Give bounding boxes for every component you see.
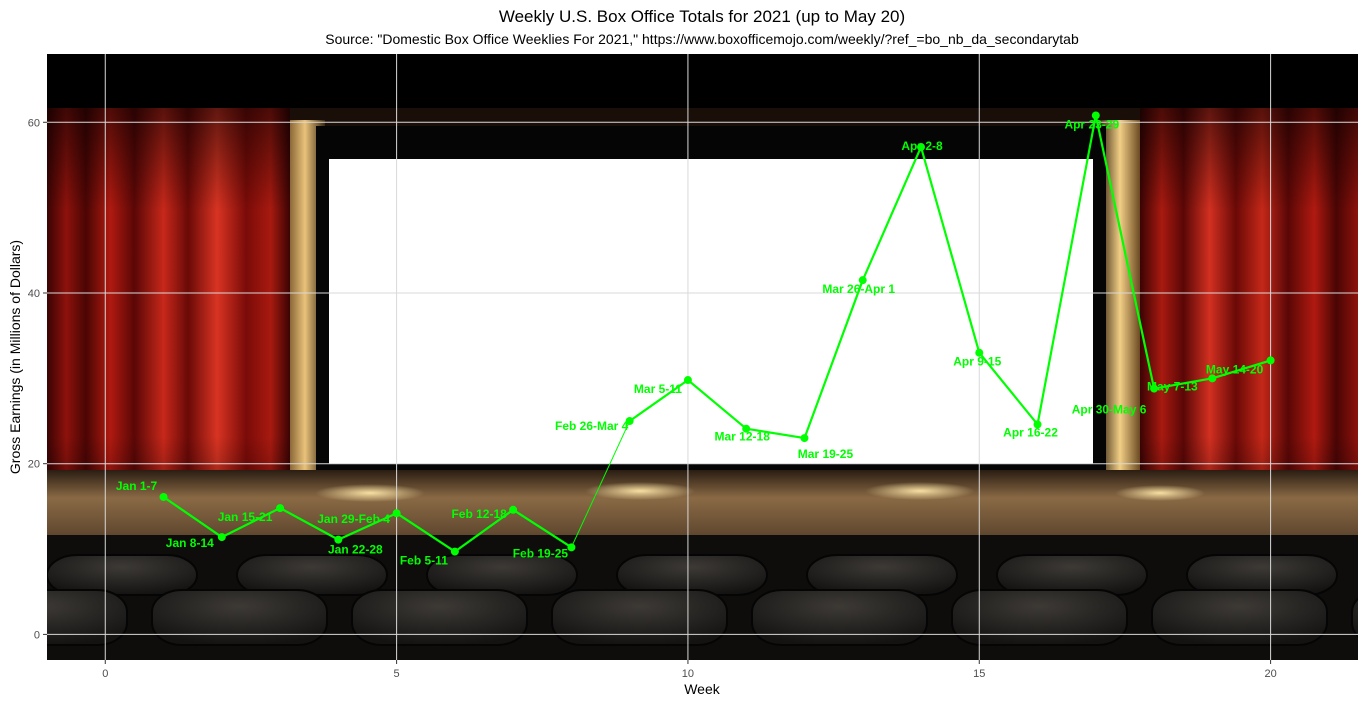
series-segment [687, 379, 747, 430]
data-point [1091, 111, 1100, 120]
series-segment [746, 427, 805, 440]
data-point [800, 434, 809, 443]
x-axis-title: Week [684, 681, 721, 697]
chart-subtitle: Source: "Domestic Box Office Weeklies Fo… [325, 31, 1079, 47]
data-point [450, 547, 459, 556]
data-point [1208, 374, 1217, 383]
series-segment [861, 146, 923, 281]
data-point [567, 543, 576, 552]
series-segment [279, 507, 339, 541]
data-point [683, 376, 692, 385]
series-segment [395, 512, 456, 553]
series-segment [1153, 377, 1213, 390]
axes: 0 5 10 15 20 0 20 40 60 [28, 117, 1277, 680]
data-point [625, 417, 634, 426]
point-label: Jan 1-7 [116, 479, 158, 493]
series-segment [512, 508, 572, 549]
series-segment [162, 496, 223, 538]
series-segment [978, 352, 1039, 426]
series-segment [454, 508, 514, 553]
point-label: Feb 19-25 [513, 546, 569, 560]
data-point [334, 535, 343, 544]
point-labels: Jan 1-7 Jan 8-14 Jan 15-21 Jan 22-28 Jan 29-… [116, 117, 1264, 567]
data-point [742, 424, 751, 433]
data-point [1033, 420, 1042, 429]
series-segment [919, 146, 981, 354]
data-point [509, 505, 518, 514]
point-label: Jan 22-28 [328, 543, 383, 557]
theater-background-image [47, 54, 1358, 660]
y-axis-title: Gross Earnings (in Millions of Dollars) [7, 240, 23, 474]
series-line [159, 111, 1275, 556]
point-label: Feb 12-18 [451, 507, 507, 521]
x-tick-label: 0 [102, 668, 108, 680]
point-label: Apr 2-8 [901, 139, 943, 153]
series-segment [337, 512, 398, 541]
point-label: Apr 23-29 [1064, 117, 1119, 131]
series-segment [570, 420, 631, 548]
grid-lines [47, 54, 1358, 660]
point-label: Mar 19-25 [798, 447, 854, 461]
x-tick-label: 5 [394, 668, 400, 680]
point-label: Jan 8-14 [166, 536, 214, 550]
data-point [159, 492, 168, 501]
point-label: Feb 26-Mar 4 [555, 419, 629, 433]
data-point [217, 533, 226, 542]
series-segment [803, 279, 864, 439]
data-point [858, 276, 867, 285]
data-point [276, 504, 285, 513]
point-label: May 7-13 [1147, 379, 1198, 393]
data-point [1150, 384, 1159, 393]
x-tick-label: 10 [682, 668, 694, 680]
point-label: Jan 29-Feb 4 [317, 512, 390, 526]
data-point [392, 509, 401, 518]
series-segment [1094, 115, 1156, 389]
y-tick-label: 60 [28, 117, 40, 129]
point-label: Mar 26-Apr 1 [822, 282, 895, 296]
y-tick-label: 0 [34, 629, 40, 641]
data-point [917, 143, 925, 152]
point-label: Mar 5-11 [634, 382, 682, 396]
x-tick-label: 15 [973, 668, 985, 680]
series-segment [1036, 115, 1097, 425]
x-tick-label: 20 [1264, 668, 1276, 680]
data-point [1266, 356, 1275, 365]
point-label: Apr 30-May 6 [1072, 403, 1147, 417]
point-label: Jan 15-21 [218, 510, 273, 524]
y-tick-label: 40 [28, 288, 40, 300]
point-label: Feb 5-11 [400, 554, 448, 568]
series-segment [221, 507, 281, 539]
y-tick-label: 20 [28, 459, 40, 471]
series-segment [629, 379, 689, 422]
chart-title: Weekly U.S. Box Office Totals for 2021 (… [499, 7, 905, 26]
point-label: Apr 9-15 [953, 355, 1001, 369]
point-label: Mar 12-18 [715, 430, 771, 444]
series-segment [1212, 359, 1271, 380]
point-label: May 14-20 [1206, 362, 1264, 376]
point-label: Apr 16-22 [1003, 425, 1058, 439]
data-point [975, 348, 984, 357]
